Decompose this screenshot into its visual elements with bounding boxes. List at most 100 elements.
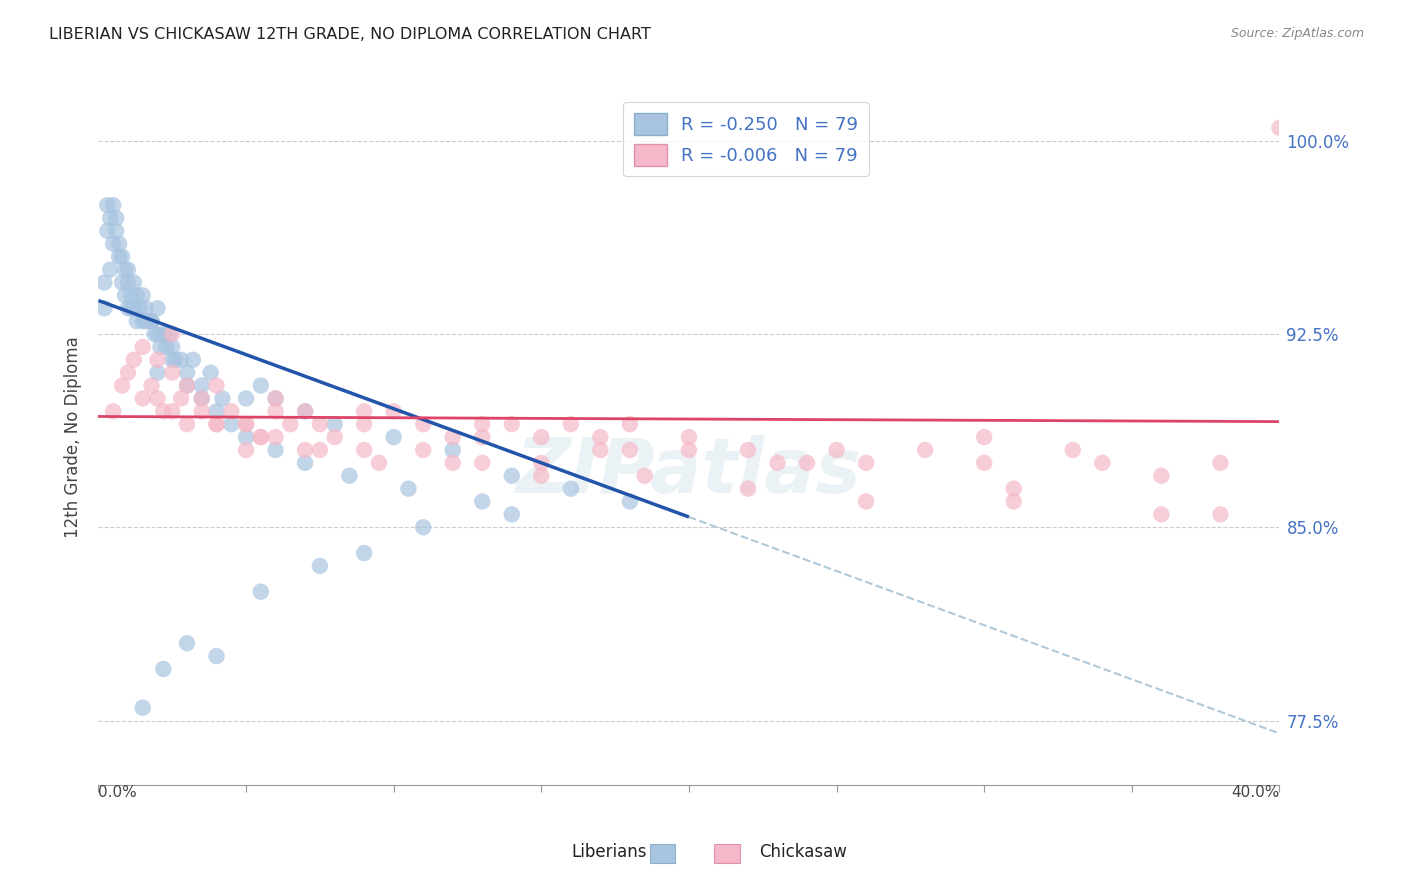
Point — [339, 468, 360, 483]
Point — [125, 288, 148, 302]
Point — [205, 649, 228, 664]
Point — [176, 417, 198, 432]
Point — [353, 404, 375, 418]
Point — [117, 366, 139, 380]
Point — [235, 442, 257, 457]
Point — [264, 392, 287, 406]
Point — [146, 352, 169, 367]
Point — [471, 494, 494, 508]
Point — [132, 314, 155, 328]
Point — [264, 404, 287, 418]
Point — [105, 211, 128, 225]
Point — [678, 442, 700, 457]
Point — [152, 662, 174, 676]
Point — [165, 352, 187, 367]
Point — [353, 546, 375, 560]
Point — [191, 404, 214, 418]
Point — [191, 392, 214, 406]
Point — [619, 442, 641, 457]
Point — [1268, 120, 1291, 135]
Point — [141, 378, 163, 392]
Point — [1002, 494, 1025, 508]
Text: ZIPatlas: ZIPatlas — [516, 435, 862, 508]
Point — [1150, 508, 1173, 522]
Point — [1002, 482, 1025, 496]
Point — [108, 250, 131, 264]
Point — [353, 417, 375, 432]
Point — [368, 456, 391, 470]
Point — [149, 340, 172, 354]
Point — [441, 442, 464, 457]
Point — [103, 198, 125, 212]
Point — [501, 468, 523, 483]
Point — [93, 276, 115, 290]
Point — [323, 430, 346, 444]
Point — [250, 378, 273, 392]
Point — [176, 636, 198, 650]
Point — [205, 378, 228, 392]
Point — [323, 417, 346, 432]
Point — [162, 366, 183, 380]
Point — [111, 276, 134, 290]
Point — [108, 236, 131, 251]
Point — [309, 442, 332, 457]
Point — [191, 378, 214, 392]
Point — [250, 430, 273, 444]
Point — [914, 442, 936, 457]
Point — [155, 340, 177, 354]
Point — [382, 430, 405, 444]
Text: 40.0%: 40.0% — [1232, 785, 1279, 800]
Point — [120, 301, 142, 316]
Point — [132, 288, 155, 302]
Text: Liberians: Liberians — [571, 843, 647, 861]
Point — [157, 326, 180, 341]
Point — [200, 366, 222, 380]
Point — [396, 482, 419, 496]
Point — [176, 366, 198, 380]
Point — [412, 520, 434, 534]
Point — [294, 404, 316, 418]
Text: Chickasaw: Chickasaw — [759, 843, 846, 861]
Point — [152, 404, 174, 418]
Point — [111, 378, 134, 392]
Point — [176, 378, 198, 392]
Point — [501, 508, 523, 522]
Point — [122, 352, 145, 367]
Point — [250, 430, 273, 444]
Point — [235, 392, 257, 406]
Point — [162, 326, 183, 341]
Point — [264, 430, 287, 444]
Point — [264, 442, 287, 457]
Point — [120, 288, 142, 302]
Point — [162, 340, 183, 354]
Point — [501, 417, 523, 432]
Point — [205, 417, 228, 432]
Point — [205, 404, 228, 418]
Point — [146, 301, 169, 316]
Point — [441, 430, 464, 444]
Point — [530, 430, 553, 444]
Point — [412, 417, 434, 432]
Point — [146, 392, 169, 406]
Point — [825, 442, 848, 457]
Point — [353, 442, 375, 457]
Point — [973, 456, 995, 470]
Point — [98, 211, 121, 225]
Point — [412, 442, 434, 457]
Point — [441, 456, 464, 470]
Point — [530, 468, 553, 483]
Point — [619, 417, 641, 432]
Point — [105, 224, 128, 238]
Point — [221, 417, 243, 432]
Point — [205, 417, 228, 432]
Point — [93, 301, 115, 316]
Point — [235, 417, 257, 432]
Point — [1062, 442, 1084, 457]
Point — [766, 456, 789, 470]
Point — [117, 262, 139, 277]
Point — [132, 392, 155, 406]
Point — [1209, 508, 1232, 522]
Point — [589, 442, 612, 457]
Point — [471, 417, 494, 432]
Point — [530, 456, 553, 470]
